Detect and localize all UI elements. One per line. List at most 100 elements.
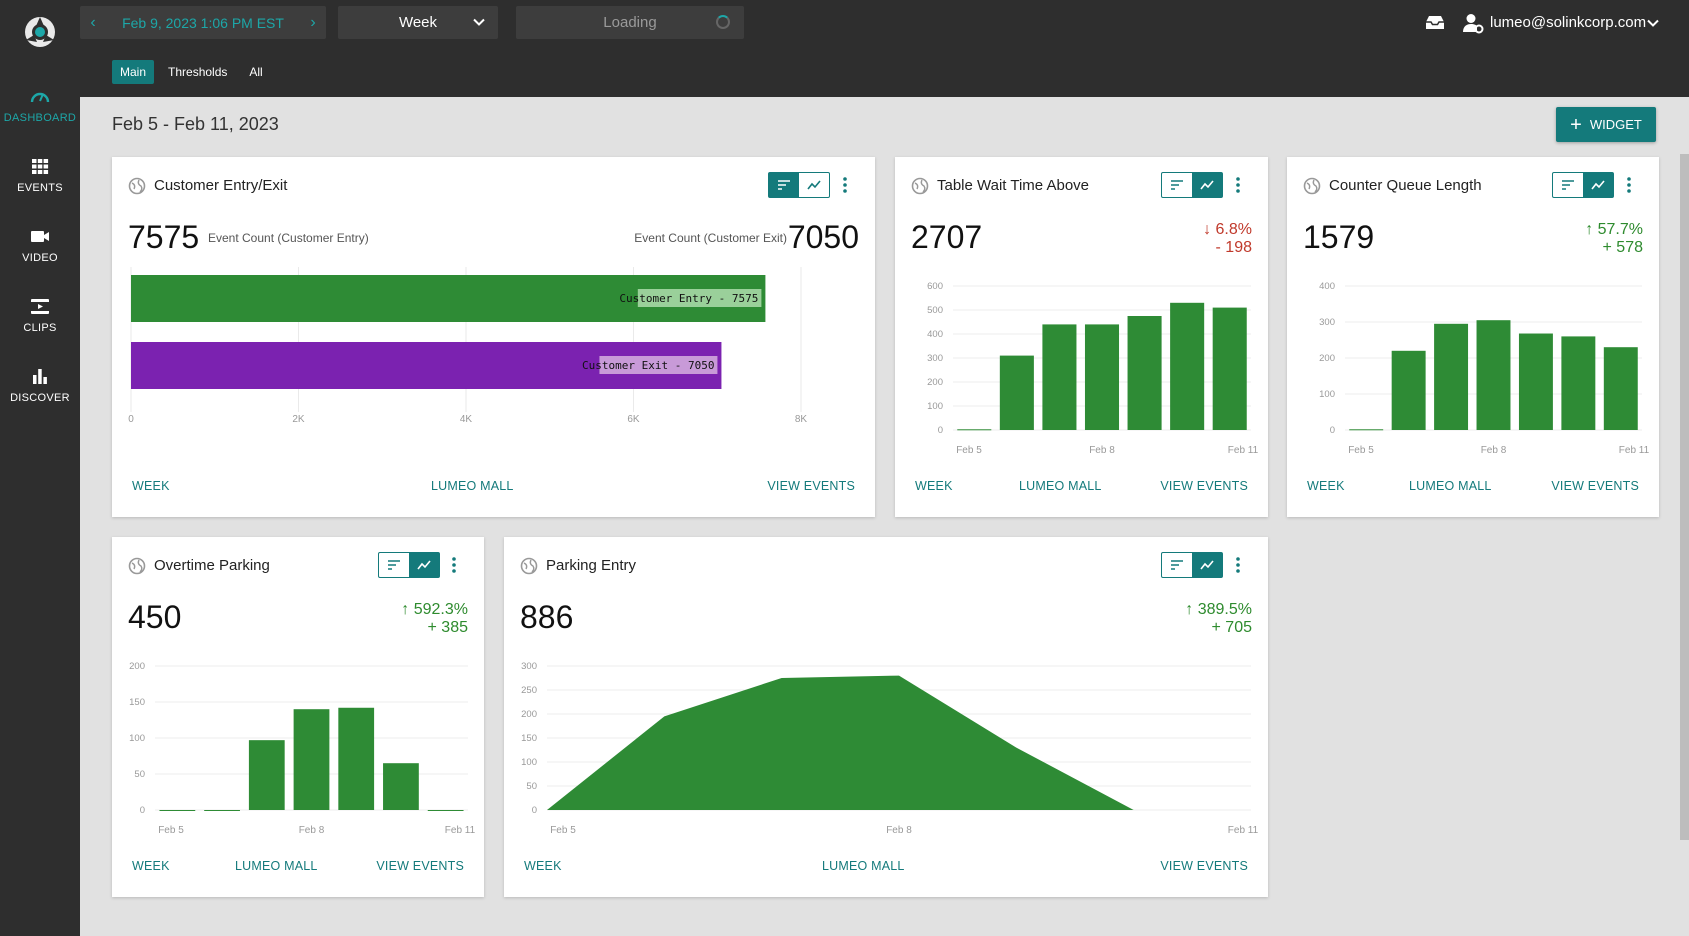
- nav-discover[interactable]: DISCOVER: [0, 366, 80, 404]
- y-tick-label: 0: [140, 805, 145, 816]
- more-options-icon[interactable]: [449, 555, 459, 575]
- trend-view-button[interactable]: [1192, 553, 1222, 577]
- bar: [1391, 350, 1426, 430]
- footer-week-link[interactable]: WEEK: [915, 479, 953, 493]
- y-tick-label: 300: [1319, 317, 1335, 328]
- x-tick-label: Feb 8: [886, 825, 912, 836]
- y-tick-label: 200: [1319, 353, 1335, 364]
- trend-view-button[interactable]: [1192, 173, 1222, 197]
- view-events-link[interactable]: VIEW EVENTS: [767, 479, 855, 493]
- view-toggle: [768, 172, 830, 198]
- user-settings-icon: [1463, 14, 1484, 34]
- footer-week-link[interactable]: WEEK: [524, 859, 562, 873]
- bar: [1042, 324, 1077, 430]
- widget-card-parking-entry: Parking Entry 886 ↑ 389.5% + 705 0 50 100 1…: [504, 537, 1268, 897]
- trend-view-button[interactable]: [409, 553, 439, 577]
- footer-location-link[interactable]: LUMEO MALL: [1019, 479, 1102, 493]
- globe-icon: [1303, 177, 1321, 195]
- footer-location-link[interactable]: LUMEO MALL: [235, 859, 318, 873]
- tab-all[interactable]: All: [249, 65, 263, 79]
- more-options-icon[interactable]: [1624, 175, 1634, 195]
- change-indicator: ↑ 592.3% + 385: [401, 601, 468, 637]
- entry-count-label: Event Count (Customer Entry): [208, 231, 369, 245]
- summary-view-button[interactable]: [769, 173, 799, 197]
- nav-video[interactable]: VIDEO: [0, 226, 80, 264]
- nav-events-label: EVENTS: [17, 182, 63, 194]
- summary-list-icon: [388, 560, 400, 570]
- user-email[interactable]: lumeo@solinkcorp.com: [1490, 14, 1647, 31]
- summary-list-icon: [1171, 180, 1183, 190]
- nav-discover-label: DISCOVER: [10, 392, 70, 404]
- view-toggle: [1552, 172, 1614, 198]
- y-tick-label: 250: [521, 685, 537, 696]
- spinner-icon: [716, 15, 730, 29]
- nav-video-label: VIDEO: [22, 252, 58, 264]
- bar: [1434, 323, 1469, 430]
- change-indicator: ↑ 57.7% + 578: [1585, 221, 1643, 257]
- data-label-box: [599, 356, 718, 374]
- scrollbar[interactable]: [1680, 154, 1689, 840]
- tab-main[interactable]: Main: [112, 60, 155, 84]
- bar: [1349, 429, 1384, 431]
- x-tick-label: Feb 5: [550, 825, 576, 836]
- y-tick-label: 200: [927, 377, 943, 388]
- view-events-link[interactable]: VIEW EVENTS: [376, 859, 464, 873]
- bar: [293, 709, 330, 810]
- nav-events[interactable]: EVENTS: [0, 156, 80, 194]
- y-tick-label: 50: [134, 769, 145, 780]
- chevron-right-icon[interactable]: ›: [310, 13, 316, 31]
- nav-dashboard[interactable]: DASHBOARD: [0, 86, 80, 124]
- footer-week-link[interactable]: WEEK: [1307, 479, 1345, 493]
- plus-icon: +: [1570, 113, 1582, 136]
- nav-clips[interactable]: CLIPS: [0, 296, 80, 334]
- view-events-link[interactable]: VIEW EVENTS: [1551, 479, 1639, 493]
- trend-view-button[interactable]: [799, 173, 829, 197]
- summary-view-button[interactable]: [1162, 553, 1192, 577]
- date-picker[interactable]: ‹ Feb 9, 2023 1:06 PM EST ›: [80, 6, 326, 39]
- inbox-icon[interactable]: [1424, 12, 1446, 32]
- footer-location-link[interactable]: LUMEO MALL: [822, 859, 905, 873]
- footer-week-link[interactable]: WEEK: [132, 859, 170, 873]
- bar: [338, 707, 375, 810]
- y-tick-label: 100: [927, 401, 943, 412]
- loading-text: Loading: [603, 14, 657, 31]
- chevron-down-icon[interactable]: [1646, 16, 1660, 30]
- chevron-left-icon[interactable]: ‹: [90, 13, 96, 31]
- x-tick-label: 2K: [292, 414, 305, 425]
- widget-card-customer-entry-exit: Customer Entry/Exit 7575 Event Count (Cu…: [112, 157, 875, 517]
- y-tick-label: 100: [1319, 389, 1335, 400]
- view-events-link[interactable]: VIEW EVENTS: [1160, 859, 1248, 873]
- view-events-link[interactable]: VIEW EVENTS: [1160, 479, 1248, 493]
- widget-title: Overtime Parking: [154, 557, 270, 574]
- bar: [1127, 316, 1162, 430]
- footer-location-link[interactable]: LUMEO MALL: [431, 479, 514, 493]
- wait-time-chart: 0 100 200 300 400 500 600 Feb 5 Feb 8 Feb 11: [927, 281, 1258, 456]
- tab-thresholds[interactable]: Thresholds: [168, 65, 228, 79]
- grid-icon: [32, 159, 49, 174]
- x-tick-label: 6K: [627, 414, 640, 425]
- lumeo-logo-icon[interactable]: [22, 14, 58, 50]
- summary-view-button[interactable]: [1162, 173, 1192, 197]
- area-series: [547, 675, 1251, 810]
- y-tick-label: 150: [129, 697, 145, 708]
- x-tick-label: Feb 11: [1619, 445, 1650, 456]
- summary-view-button[interactable]: [1553, 173, 1583, 197]
- bar: [159, 810, 196, 811]
- y-tick-label: 300: [927, 353, 943, 364]
- trend-view-button[interactable]: [1583, 173, 1613, 197]
- globe-icon: [128, 557, 146, 575]
- footer-week-link[interactable]: WEEK: [132, 479, 170, 493]
- footer-location-link[interactable]: LUMEO MALL: [1409, 479, 1492, 493]
- y-tick-label: 400: [1319, 281, 1335, 292]
- period-select[interactable]: Week: [338, 6, 498, 39]
- x-tick-label: 0: [128, 414, 134, 425]
- more-options-icon[interactable]: [1233, 175, 1243, 195]
- y-tick-label: 400: [927, 329, 943, 340]
- add-widget-button[interactable]: + WIDGET: [1556, 107, 1656, 142]
- more-options-icon[interactable]: [840, 175, 850, 195]
- more-options-icon[interactable]: [1233, 555, 1243, 575]
- summary-view-button[interactable]: [379, 553, 409, 577]
- view-toggle: [378, 552, 440, 578]
- overtime-parking-value: 450: [128, 599, 182, 635]
- date-picker-value[interactable]: Feb 9, 2023 1:06 PM EST: [122, 14, 284, 31]
